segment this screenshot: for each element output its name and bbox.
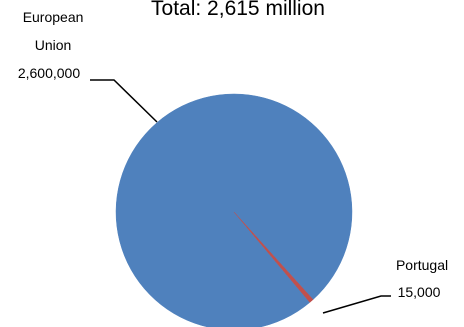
slice-label-portugal-name: Portugal	[396, 257, 448, 273]
chart-title: Total: 2,615 million	[151, 0, 325, 20]
slice-value-european-union: 2,600,000	[18, 65, 80, 81]
leader-lines	[90, 79, 391, 314]
leader-line-portugal	[322, 295, 391, 314]
leader-line-european-union	[90, 79, 158, 123]
slice-label-european-union-line-1: European	[23, 9, 84, 25]
slice-label-portugal: Portugal 15,000	[396, 257, 452, 300]
pie-slice-portugal	[233, 211, 314, 303]
slice-value-portugal: 15,000	[398, 284, 441, 300]
slice-label-european-union: European Union 2,600,000	[18, 9, 87, 81]
pie-slices	[115, 93, 353, 327]
pie-slice-european-union	[115, 93, 353, 327]
slice-label-european-union-line-2: Union	[35, 37, 72, 53]
